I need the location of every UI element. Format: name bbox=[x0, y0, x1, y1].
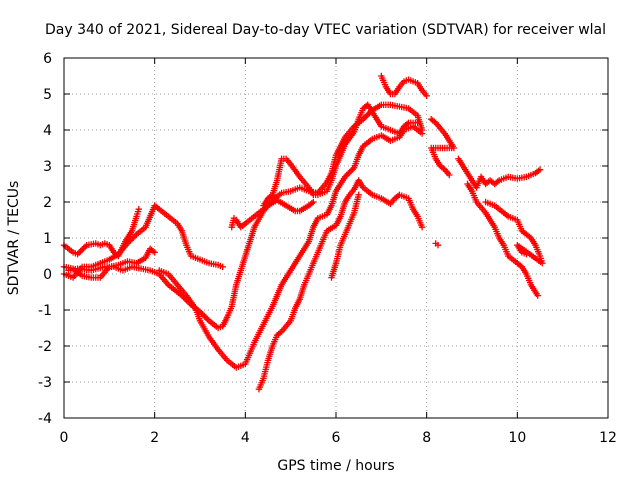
data-point-marker bbox=[204, 316, 211, 323]
x-tick-label: 2 bbox=[150, 430, 159, 446]
x-axis-label: GPS time / hours bbox=[277, 458, 394, 474]
data-point-marker bbox=[355, 191, 362, 198]
y-tick-label: -1 bbox=[38, 303, 52, 319]
series-arc-6 bbox=[228, 197, 317, 231]
data-point-marker bbox=[135, 206, 142, 213]
y-tick-label: 2 bbox=[43, 195, 52, 211]
y-tick-label: 5 bbox=[43, 87, 52, 103]
series-arc-12 bbox=[455, 155, 544, 191]
x-tick-label: 0 bbox=[60, 430, 69, 446]
data-point-marker bbox=[219, 263, 226, 270]
data-point-marker bbox=[434, 242, 442, 249]
x-tick-label: 12 bbox=[599, 430, 617, 446]
series-arc-10 bbox=[378, 72, 430, 99]
data-point-marker bbox=[418, 130, 426, 137]
series-arc-7 bbox=[260, 101, 421, 209]
data-point-marker bbox=[151, 249, 158, 256]
data-point-marker bbox=[446, 171, 453, 179]
x-tick-label: 8 bbox=[422, 430, 431, 446]
x-tick-label: 10 bbox=[508, 430, 526, 446]
data-point-marker bbox=[536, 166, 544, 173]
data-point-marker bbox=[310, 198, 317, 206]
y-tick-label: -4 bbox=[38, 411, 52, 427]
data-point-marker bbox=[202, 314, 210, 321]
grid-lines bbox=[64, 58, 608, 418]
data-point-marker bbox=[523, 251, 530, 258]
y-axis-label: SDTVAR / TECUs bbox=[6, 181, 22, 296]
series-arc-4 bbox=[65, 101, 426, 332]
series-arc-8 bbox=[255, 177, 426, 393]
y-tick-label: 1 bbox=[43, 231, 52, 247]
x-tick-label: 6 bbox=[332, 430, 341, 446]
series-arc-1 bbox=[60, 206, 142, 260]
data-point-marker bbox=[414, 119, 421, 126]
data-point-marker bbox=[423, 92, 430, 99]
y-tick-label: 6 bbox=[43, 51, 52, 67]
data-point-marker bbox=[347, 167, 355, 174]
y-tick-label: 3 bbox=[43, 159, 52, 175]
data-point-marker bbox=[80, 245, 87, 252]
data-points bbox=[60, 72, 546, 393]
data-point-marker bbox=[78, 246, 86, 253]
y-tick-label: -2 bbox=[38, 339, 52, 355]
series-arc-14 bbox=[482, 198, 546, 267]
series-arc-13 bbox=[464, 180, 541, 299]
data-point-marker bbox=[534, 292, 541, 299]
series-arc-5 bbox=[156, 123, 426, 371]
data-point-marker bbox=[346, 169, 353, 176]
series-arc-9 bbox=[328, 191, 362, 281]
x-tick-label: 4 bbox=[241, 430, 250, 446]
data-point-marker bbox=[418, 224, 426, 231]
data-point-marker bbox=[363, 113, 370, 120]
data-point-marker bbox=[344, 170, 352, 177]
series-arc-11 bbox=[428, 116, 458, 249]
plot-frame bbox=[63, 57, 609, 419]
y-tick-label: 0 bbox=[43, 267, 52, 283]
y-tick-label: -3 bbox=[38, 375, 52, 391]
chart-title: Day 340 of 2021, Sidereal Day-to-day VTE… bbox=[45, 22, 606, 38]
y-tick-label: 4 bbox=[43, 123, 52, 139]
data-point-marker bbox=[75, 249, 83, 256]
